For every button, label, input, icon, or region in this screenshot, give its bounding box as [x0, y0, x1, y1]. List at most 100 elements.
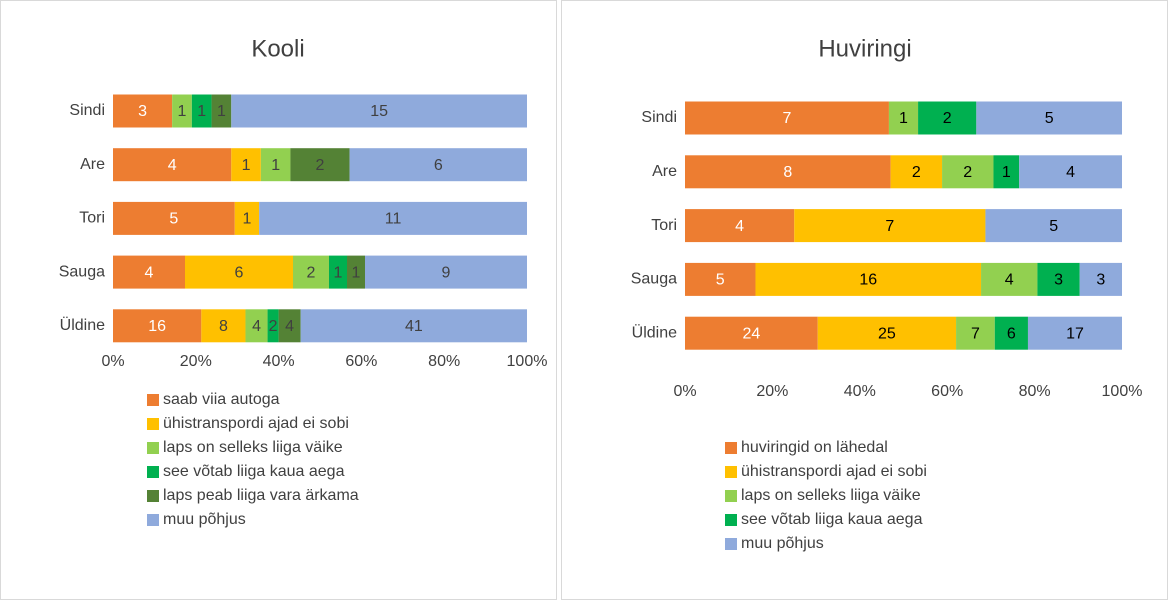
data-label: 5 [169, 211, 178, 228]
bar-segment [981, 262, 1038, 296]
data-label: 1 [217, 103, 226, 120]
data-label: 8 [219, 318, 228, 335]
bar-segment [113, 201, 235, 235]
data-label: 2 [963, 164, 972, 181]
data-label: 7 [783, 110, 792, 127]
legend-swatch [725, 442, 737, 454]
panel [0, 0, 557, 600]
data-label: 8 [783, 164, 792, 181]
data-label: 1 [352, 264, 361, 281]
bar-segment [185, 255, 293, 289]
bar-segment [245, 309, 268, 343]
x-tick-label: 80% [1019, 383, 1051, 400]
bar-segment [890, 155, 943, 189]
bar-segment [755, 262, 982, 296]
bar-segment [685, 155, 891, 189]
x-tick-label: 80% [428, 353, 460, 370]
x-tick-label: 20% [180, 353, 212, 370]
bar-segment [329, 255, 347, 289]
bar-segment [267, 309, 279, 343]
data-label: 5 [1045, 110, 1054, 127]
x-tick-label: 0% [673, 383, 696, 400]
bar-segment [817, 316, 957, 350]
bar-segment [976, 101, 1122, 135]
bar-segment [113, 255, 185, 289]
bar-segment [1019, 155, 1122, 189]
bar-segment [942, 155, 994, 189]
data-label: 6 [1007, 325, 1016, 342]
data-label: 2 [912, 164, 921, 181]
data-label: 4 [168, 157, 177, 174]
legend-swatch [147, 418, 159, 430]
legend-label: laps on selleks liiga väike [741, 487, 921, 504]
data-label: 1 [1002, 164, 1011, 181]
bar-segment [347, 255, 365, 289]
y-tick-label: Sindi [641, 109, 677, 126]
bar-segment [234, 201, 260, 235]
data-label: 3 [138, 103, 147, 120]
bar-segment [290, 148, 350, 182]
bar-segment [278, 309, 301, 343]
bar-segment [685, 316, 818, 350]
legend-swatch [725, 514, 737, 526]
data-label: 4 [1005, 272, 1014, 289]
data-label: 25 [878, 325, 896, 342]
chart-title: Huviringi [818, 35, 911, 62]
legend-label: huviringid on lähedal [741, 439, 888, 456]
legend-label: laps on selleks liiga väike [163, 439, 343, 456]
data-label: 6 [434, 157, 443, 174]
legend-label: laps peab liiga vara ärkama [163, 487, 359, 504]
bar-segment [985, 209, 1122, 243]
y-tick-label: Sauga [59, 263, 105, 280]
legend-label: muu põhjus [163, 511, 246, 528]
y-tick-label: Tori [651, 217, 677, 234]
y-tick-label: Are [80, 156, 105, 173]
data-label: 15 [370, 103, 388, 120]
legend-label: muu põhjus [741, 535, 824, 552]
x-tick-label: 60% [931, 383, 963, 400]
x-tick-label: 40% [844, 383, 876, 400]
legend-swatch [725, 538, 737, 550]
data-label: 24 [742, 325, 760, 342]
data-label: 2 [943, 110, 952, 127]
bar-segment [365, 255, 527, 289]
legend-label: see võtab liiga kaua aega [163, 463, 345, 480]
bar-segment [211, 94, 232, 128]
bar-segment [260, 148, 291, 182]
data-label: 1 [271, 157, 280, 174]
legend-swatch [147, 442, 159, 454]
legend-swatch [147, 394, 159, 406]
bar-segment [956, 316, 995, 350]
bar-segment [918, 101, 977, 135]
x-tick-label: 60% [345, 353, 377, 370]
legend-swatch [725, 466, 737, 478]
bar-segment [293, 255, 329, 289]
legend-label: ühistranspordi ajad ei sobi [163, 415, 349, 432]
data-label: 7 [885, 218, 894, 235]
bar-segment [1027, 316, 1122, 350]
data-label: 16 [859, 272, 877, 289]
legend-swatch [147, 466, 159, 478]
bar-segment [888, 101, 919, 135]
bar-segment [231, 94, 528, 128]
x-tick-label: 40% [263, 353, 295, 370]
x-tick-label: 100% [507, 353, 548, 370]
data-label: 2 [316, 157, 325, 174]
data-label: 11 [385, 211, 402, 228]
bar-segment [172, 94, 192, 128]
bar-segment [685, 262, 756, 296]
data-label: 1 [242, 211, 251, 228]
data-label: 4 [1066, 164, 1075, 181]
bar-segment [994, 316, 1028, 350]
y-tick-label: Tori [79, 210, 105, 227]
bar-segment [113, 148, 232, 182]
legend-swatch [725, 490, 737, 502]
data-label: 3 [1054, 272, 1063, 289]
bar-segment [794, 209, 986, 243]
data-label: 2 [269, 318, 278, 335]
legend-label: saab viia autoga [163, 391, 280, 408]
y-tick-label: Üldine [632, 323, 677, 341]
data-label: 9 [442, 264, 451, 281]
data-label: 1 [178, 103, 187, 120]
